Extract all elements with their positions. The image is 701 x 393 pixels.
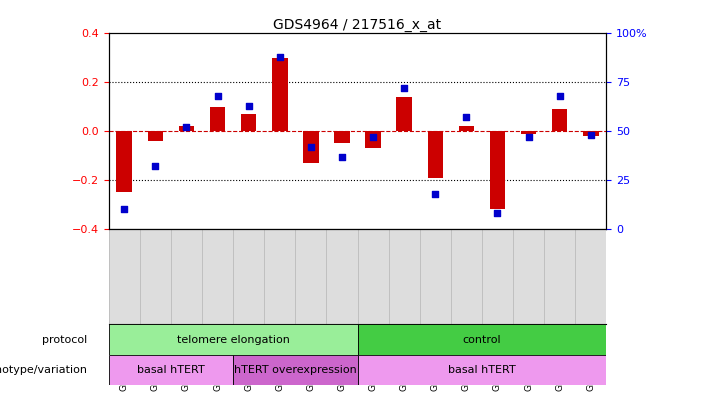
Point bbox=[461, 114, 472, 121]
Text: basal hTERT: basal hTERT bbox=[137, 365, 205, 375]
Point bbox=[243, 103, 254, 109]
Text: telomere elongation: telomere elongation bbox=[177, 334, 290, 345]
Point bbox=[274, 54, 285, 60]
Text: genotype/variation: genotype/variation bbox=[0, 365, 87, 375]
Bar bbox=[272, 58, 287, 131]
Point bbox=[305, 143, 316, 150]
Bar bbox=[583, 131, 599, 136]
Bar bbox=[109, 355, 233, 385]
Point bbox=[399, 85, 410, 91]
Bar bbox=[521, 131, 536, 134]
Bar bbox=[233, 355, 358, 385]
Point bbox=[492, 210, 503, 216]
Bar bbox=[241, 114, 257, 131]
Text: hTERT overexpression: hTERT overexpression bbox=[234, 365, 357, 375]
Bar bbox=[358, 355, 606, 385]
Bar bbox=[210, 107, 225, 131]
Bar bbox=[179, 126, 194, 131]
Bar bbox=[490, 131, 505, 209]
Point bbox=[118, 206, 130, 212]
Point bbox=[181, 124, 192, 130]
Text: protocol: protocol bbox=[41, 334, 87, 345]
Bar bbox=[303, 131, 319, 163]
Point bbox=[585, 132, 597, 138]
Point bbox=[367, 134, 379, 140]
Point bbox=[554, 93, 565, 99]
Bar bbox=[458, 126, 474, 131]
Bar bbox=[358, 324, 606, 355]
Point bbox=[430, 191, 441, 197]
Title: GDS4964 / 217516_x_at: GDS4964 / 217516_x_at bbox=[273, 18, 442, 32]
Point bbox=[212, 93, 223, 99]
Text: basal hTERT: basal hTERT bbox=[448, 365, 516, 375]
Bar bbox=[552, 109, 568, 131]
Bar bbox=[396, 97, 412, 131]
Bar bbox=[109, 324, 358, 355]
Point bbox=[336, 153, 348, 160]
Bar bbox=[116, 131, 132, 192]
Point bbox=[150, 163, 161, 169]
Text: control: control bbox=[463, 334, 501, 345]
Point bbox=[523, 134, 534, 140]
Bar bbox=[428, 131, 443, 178]
Bar bbox=[147, 131, 163, 141]
Bar bbox=[334, 131, 350, 143]
Bar bbox=[365, 131, 381, 148]
